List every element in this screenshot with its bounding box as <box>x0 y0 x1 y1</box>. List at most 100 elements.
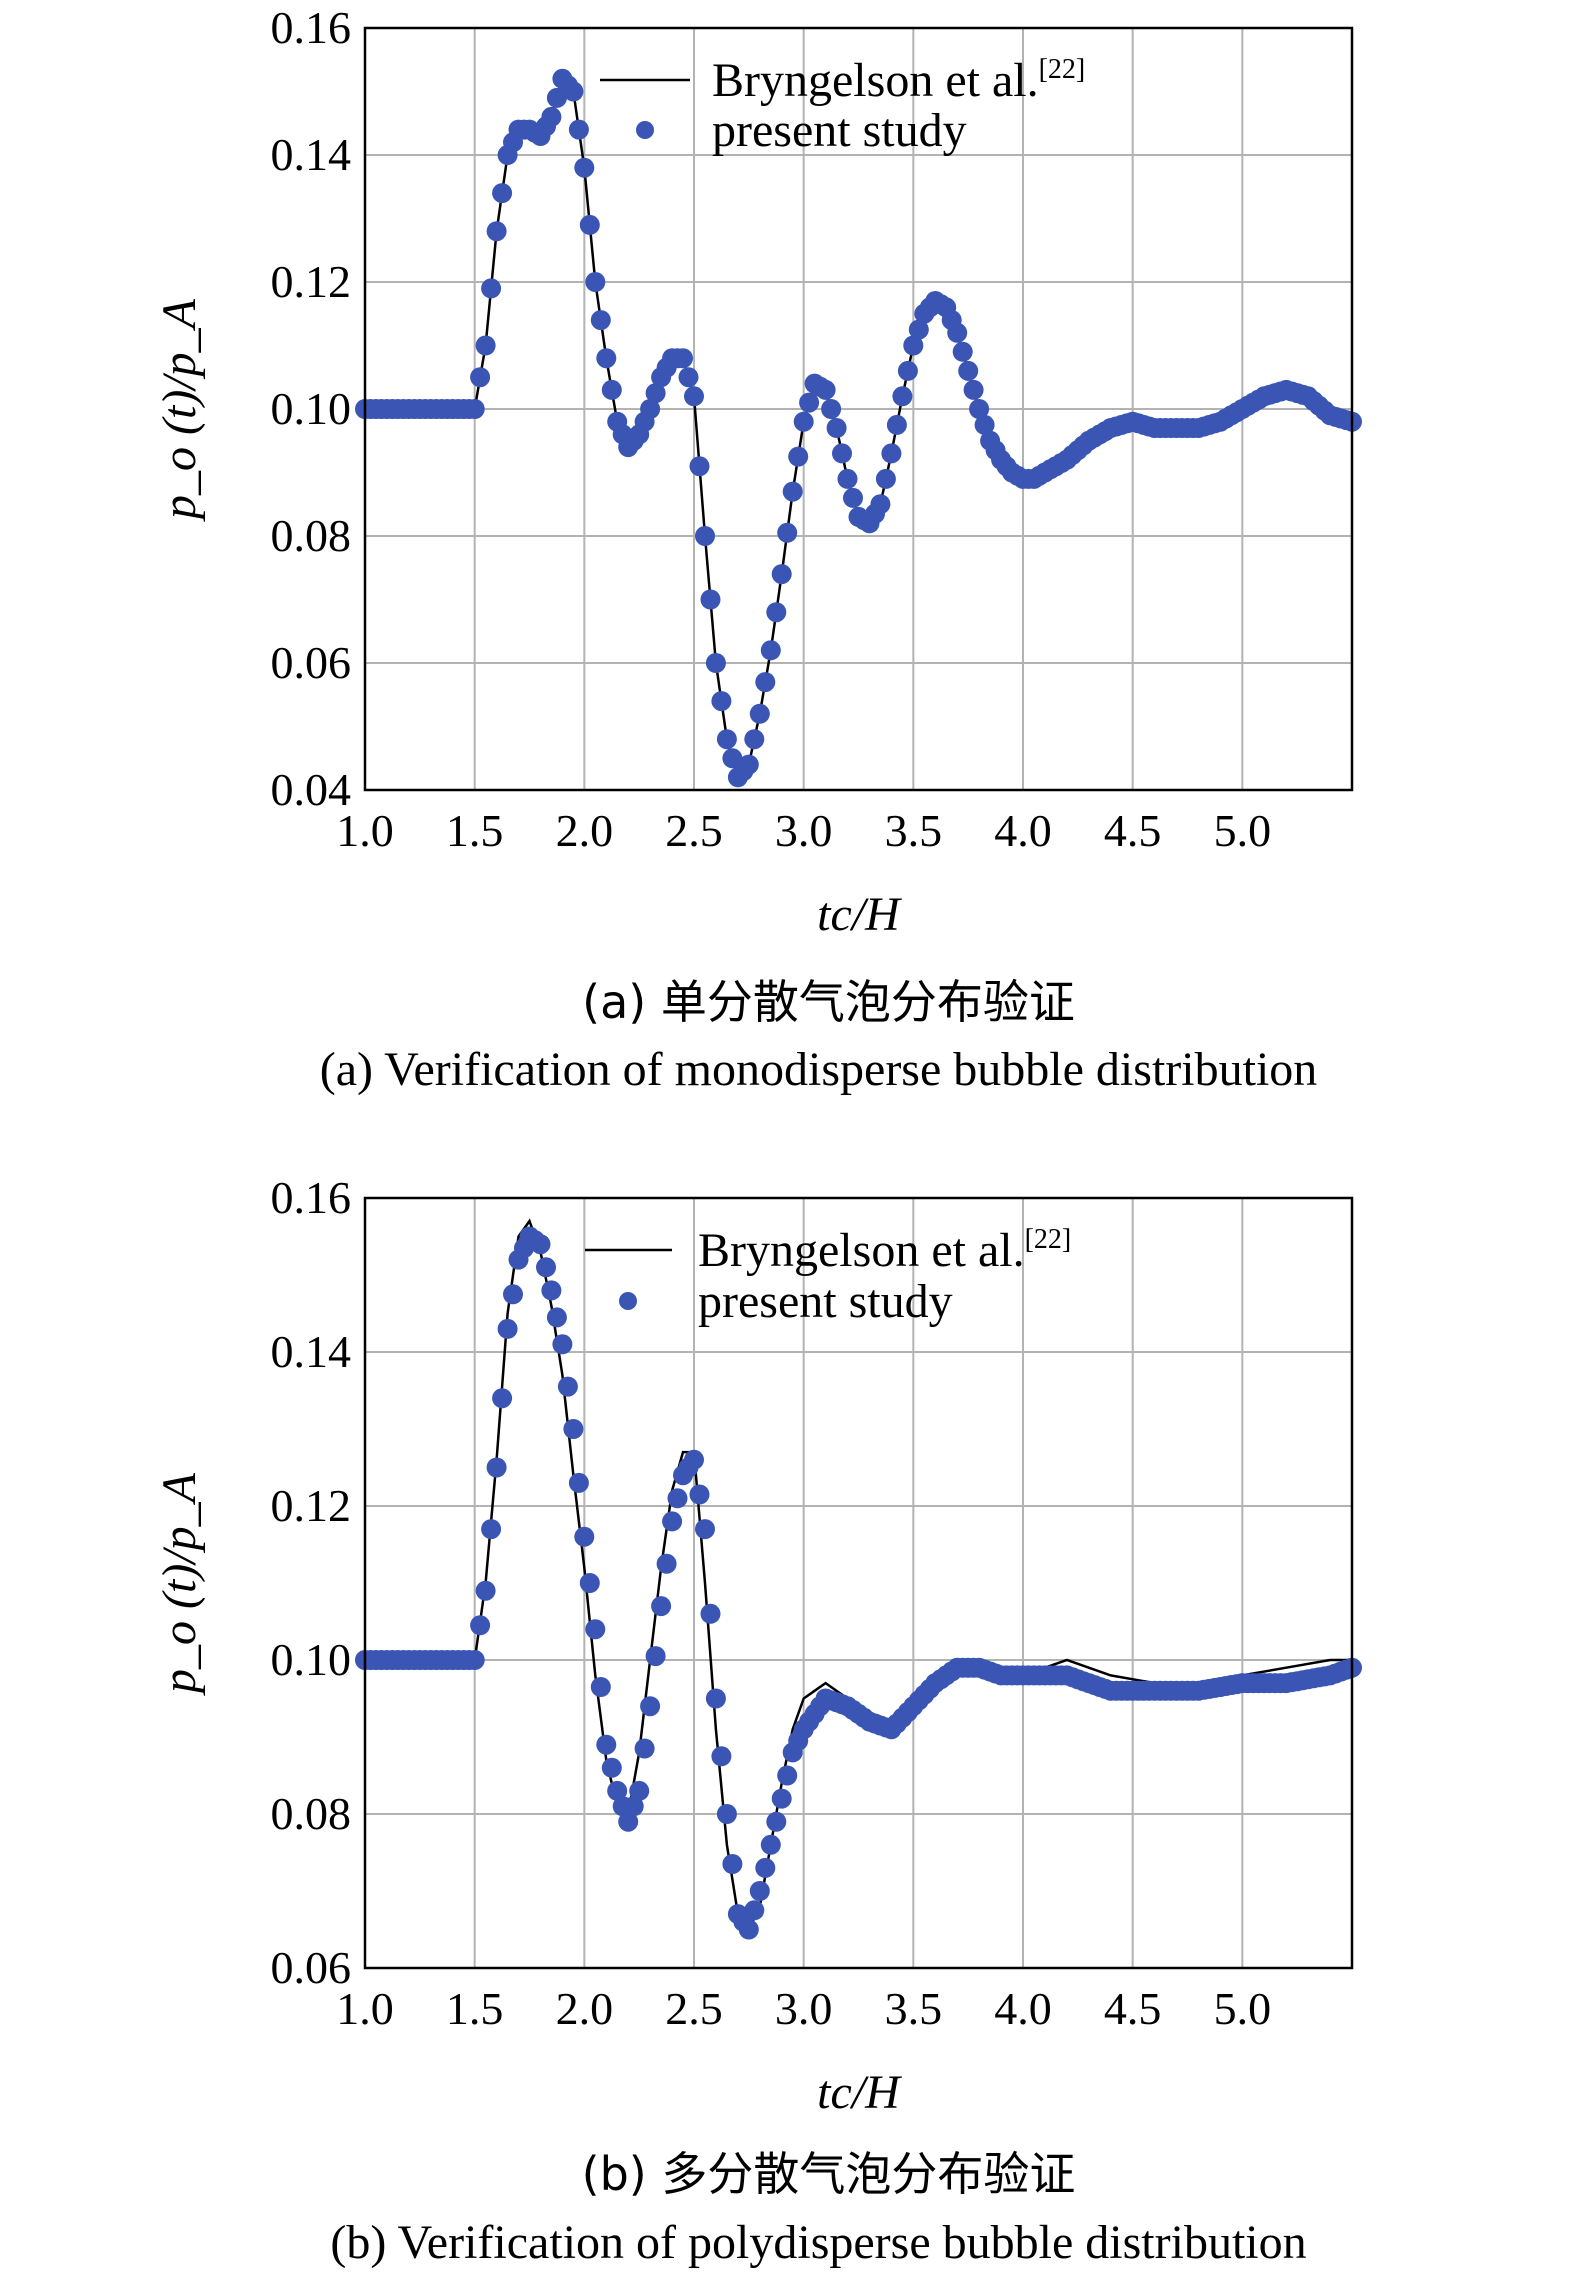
data-point <box>815 379 836 400</box>
legend-citation: [22] <box>1039 54 1086 85</box>
data-point <box>738 1919 759 1940</box>
data-point-interp <box>897 360 918 381</box>
data-point-interp <box>568 119 589 140</box>
data-point-interp <box>481 278 502 299</box>
data-point-interp <box>579 1573 600 1593</box>
data-point <box>497 1318 518 1339</box>
y-tick-label: 0.16 <box>271 2 352 53</box>
data-point-interp <box>744 1900 765 1921</box>
x-tick-label: 2.0 <box>556 805 614 856</box>
data-point <box>695 1519 715 1540</box>
data-point <box>552 1334 573 1355</box>
data-point <box>629 1780 650 1801</box>
data-point-interp <box>777 522 798 543</box>
data-point-interp <box>722 1854 743 1874</box>
data-point-interp <box>590 1677 611 1697</box>
data-point-interp <box>470 367 491 388</box>
present-series <box>355 68 1362 788</box>
data-point-interp <box>700 1603 721 1624</box>
data-point <box>684 386 704 407</box>
data-point <box>716 1804 737 1824</box>
data-point-interp <box>536 1257 556 1278</box>
data-point <box>870 494 891 515</box>
data-point-interp <box>821 399 842 419</box>
data-point-interp <box>623 1796 644 1817</box>
data-point <box>793 411 814 432</box>
data-point <box>640 399 661 419</box>
data-point <box>596 348 617 369</box>
data-point <box>705 653 726 673</box>
legend-citation: [22] <box>1025 1224 1072 1255</box>
data-point <box>464 1650 485 1670</box>
y-tick-label: 0.08 <box>271 510 352 561</box>
legend-label-reference: Bryngelson et al. <box>698 1224 1025 1277</box>
data-point <box>596 1734 617 1755</box>
data-point-interp <box>875 468 896 489</box>
x-tick-label: 4.0 <box>994 1983 1052 2034</box>
caption-chinese: (b) 多分散气泡分布验证 <box>582 2147 1076 2201</box>
present-series <box>355 1226 1362 1940</box>
y-tick-label: 0.14 <box>271 129 352 180</box>
data-point-interp <box>952 341 973 362</box>
data-point-interp <box>470 1615 491 1636</box>
chart-b: 1.0 1.5 2.0 2.5 3.0 3.5 4.0 4.5 5.0 0.06 0.08 0.10 0… <box>153 1172 1362 2269</box>
data-point <box>475 335 496 356</box>
data-point <box>585 272 606 292</box>
data-point <box>673 348 693 369</box>
data-point <box>749 1881 770 1901</box>
data-point <box>486 221 507 242</box>
data-point-interp <box>492 1388 513 1409</box>
data-point-interp <box>481 1519 502 1540</box>
y-tick-label: 0.10 <box>271 383 352 434</box>
plot-frame <box>363 1196 1354 1970</box>
legend-entry-reference: Bryngelson et al.[22] <box>698 1224 1071 1277</box>
data-point-interp <box>503 1284 523 1305</box>
data-point-interp <box>799 392 820 413</box>
data-point <box>541 106 562 127</box>
caption-english: (a) Verification of monodisperse bubble … <box>320 1043 1318 1096</box>
legend: Bryngelson et al.[22]present study <box>585 1224 1071 1328</box>
caption-chinese: (a) 单分散气泡分布验证 <box>582 975 1075 1029</box>
x-tick-label: 3.5 <box>885 1983 943 2034</box>
y-axis-title: p_o (t)/p_A <box>153 1472 206 1696</box>
data-point <box>695 526 715 546</box>
data-point <box>475 1580 496 1601</box>
data-point <box>749 703 770 724</box>
data-point-interp <box>700 589 721 610</box>
data-point-interp <box>568 1472 589 1493</box>
x-tick-label: 2.5 <box>665 805 723 856</box>
data-point-interp <box>645 383 666 404</box>
data-point <box>892 386 913 407</box>
data-point <box>541 1280 562 1301</box>
x-tick-label: 5.0 <box>1214 805 1272 856</box>
data-point <box>563 81 584 102</box>
data-point <box>607 1780 628 1801</box>
caption-english: (b) Verification of polydisperse bubble … <box>330 2216 1306 2269</box>
data-point-interp <box>832 443 852 464</box>
data-point-interp <box>579 214 600 235</box>
x-tick-label: 1.5 <box>446 805 504 856</box>
data-point <box>464 399 485 419</box>
y-tick-label: 0.16 <box>271 1172 352 1223</box>
data-point-interp <box>711 1746 732 1767</box>
legend-entry-reference: Bryngelson et al.[22] <box>712 54 1085 107</box>
x-axis-title: tc/H <box>817 888 902 941</box>
y-tick-label: 0.04 <box>271 764 352 815</box>
data-point-interp <box>645 1646 666 1667</box>
data-point <box>969 399 990 419</box>
data-point-interp <box>601 1757 622 1778</box>
legend-label-present: present study <box>712 104 967 157</box>
data-point <box>618 1811 639 1832</box>
x-tick-label: 2.0 <box>556 1983 614 2034</box>
data-point-interp <box>546 1307 567 1328</box>
x-tick-label: 1.0 <box>336 805 394 856</box>
data-point-interp <box>908 319 929 340</box>
data-point <box>705 1688 726 1709</box>
data-point-interp <box>711 691 732 712</box>
data-point <box>574 1526 595 1547</box>
data-point-interp <box>601 379 622 400</box>
y-tick-label: 0.12 <box>271 256 352 307</box>
data-point <box>782 481 803 502</box>
data-point <box>574 157 595 178</box>
data-point-interp <box>492 183 513 204</box>
